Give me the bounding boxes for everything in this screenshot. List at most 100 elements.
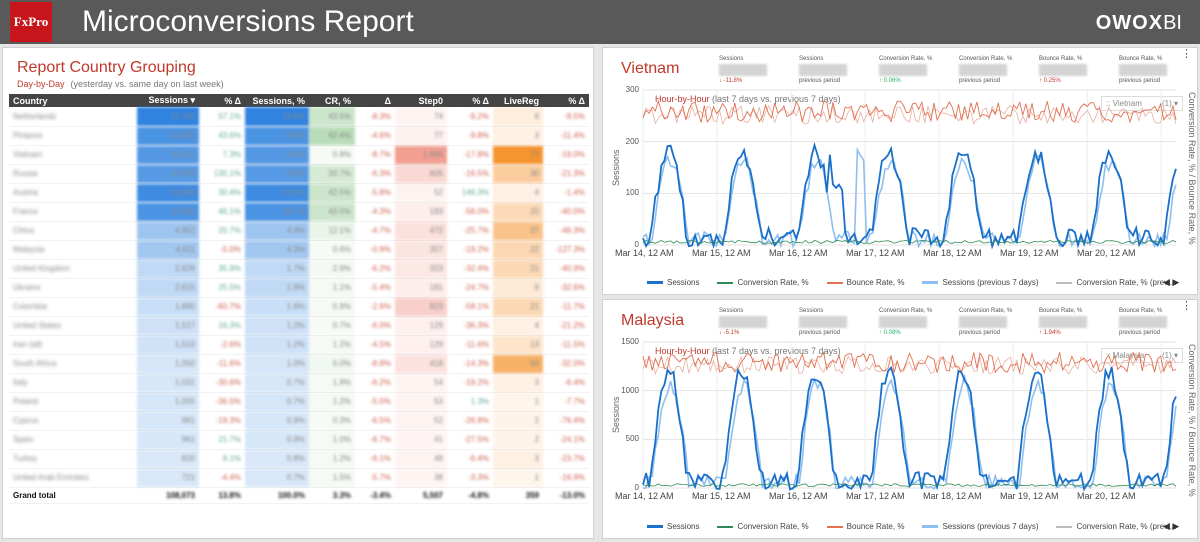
table-row[interactable]: United Kingdom 2,626 35.9% 1.7% 2.9% -6.2% 323… — [9, 259, 589, 279]
more-options-icon[interactable]: ⋮ — [1181, 48, 1192, 60]
table-cell: -76.4% — [543, 411, 589, 431]
hour-by-hour-label: Hour-by-Hour — [655, 94, 710, 104]
x-tick-label: Mar 14, 12 AM — [615, 248, 674, 258]
column-header[interactable]: CR, % — [309, 94, 355, 107]
x-tick-label: Mar 17, 12 AM — [846, 248, 905, 258]
legend-item[interactable]: Sessions (previous 7 days) — [922, 278, 1038, 287]
table-cell: 823 — [395, 297, 447, 317]
table-row[interactable]: United States 1,517 16.3% 1.2% 0.7% -6.0% 129-… — [9, 316, 589, 336]
legend-item[interactable]: Sessions — [647, 522, 699, 531]
country-filter-dropdown[interactable]: :: Malaysia (1) ▾ — [1101, 348, 1183, 363]
y-tick-label: 1500 — [621, 337, 639, 346]
bounce-rate-prev-line — [642, 355, 1177, 376]
scorecard: Conversion Rate, % 0.11% ↑ 0.06% — [879, 56, 959, 84]
table-cell: Austria — [9, 183, 137, 203]
table-cell: Poland — [9, 392, 137, 412]
scorecard-value: 0.09% — [879, 316, 927, 328]
scorecard: Bounce Rate, % 71.4% ↑ 1.94% — [1039, 308, 1119, 336]
y-tick-label: 1000 — [621, 385, 639, 395]
table-row[interactable]: Spain 961 21.7% 0.9% 1.0% -6.7% 41 -27.5% 2 -24.1… — [9, 430, 589, 450]
table-cell: 16.3% — [199, 316, 245, 336]
table-cell: 1.0% — [309, 430, 355, 450]
table-cell: -6.0% — [355, 316, 395, 336]
column-header[interactable]: Step0 — [395, 94, 447, 107]
table-cell: 33.7% — [309, 164, 355, 184]
legend-pager[interactable]: ◀ ▶ — [1163, 521, 1180, 531]
table-cell: 4 — [493, 316, 543, 336]
table-cell: -23.7% — [543, 449, 589, 469]
table-cell: 13 — [493, 335, 543, 355]
column-header[interactable]: % Δ — [199, 94, 245, 107]
column-header[interactable]: Δ — [355, 94, 395, 107]
table-cell: 10,028 — [137, 164, 199, 184]
table-row[interactable]: Malaysia 4,611 -5.0% 4.3% 0.6% -0.9% 357 -19.2%… — [9, 240, 589, 260]
table-cell: 472 — [395, 221, 447, 241]
x-tick-label: Mar 19, 12 AM — [1000, 248, 1059, 258]
table-cell: -6.2% — [355, 373, 395, 393]
table-cell: 146.3% — [447, 183, 493, 203]
table-row[interactable]: Turkey 820 8.1% 0.8% 1.2% -6.1% 48 -6.4% 3 -23.7% — [9, 449, 589, 469]
table-cell: -19.2% — [447, 240, 493, 260]
legend-item[interactable]: Conversion Rate, % — [717, 278, 809, 287]
table-cell: Cyprus — [9, 411, 137, 431]
table-row[interactable]: Russia 10,028 130.1% 9.2% 33.7% -6.3% 605 -16.5… — [9, 164, 589, 184]
legend-swatch — [647, 525, 663, 528]
legend-item[interactable]: Bounce Rate, % — [826, 278, 904, 287]
table-cell: 2,626 — [137, 259, 199, 279]
table-cell: -21.3% — [543, 164, 589, 184]
table-row[interactable]: Cyprus 961 -19.3% 0.9% 0.3% -6.5% 52 -26.8% 2 -76… — [9, 411, 589, 431]
table-row[interactable]: Poland 1,055 -36.5% 0.7% 1.2% -5.0% 53 1.3% 1 -7.… — [9, 392, 589, 412]
table-row[interactable]: Pinipore 10,830 43.6% 9.8% 62.4% -4.6% 77 -9.8%… — [9, 126, 589, 146]
table-cell: 130.1% — [199, 164, 245, 184]
table-row[interactable]: Vietnam 10,215 7.3% 9.4% 0.8% -8.7% 1,846 -17.8… — [9, 145, 589, 165]
legend-item[interactable]: Sessions (previous 7 days) — [922, 522, 1038, 531]
legend-item[interactable]: Conversion Rate, % (previ... — [1056, 522, 1177, 531]
table-cell: 43.6% — [199, 126, 245, 146]
table-row[interactable]: United Arab Emirates 721 -4.4% 0.7% 1.5% -5.7… — [9, 468, 589, 488]
scorecard-delta: ↑ 0.06% — [879, 78, 901, 84]
table-row[interactable]: Ukraine 2,615 25.5% 1.9% 1.1% -5.4% 181 -24.7% 9… — [9, 278, 589, 298]
table-cell: -2.6% — [355, 297, 395, 317]
y-tick-label: 100 — [625, 188, 639, 198]
legend-item[interactable]: Conversion Rate, % — [717, 522, 809, 531]
scorecard: Sessions 1,245 ↓ -11.8% — [719, 56, 799, 84]
x-tick-label: Mar 18, 12 AM — [923, 491, 982, 501]
sessions-sort-header[interactable]: Sessions ▾ — [137, 94, 199, 107]
table-cell: 1 — [493, 468, 543, 488]
table-cell: 4,952 — [137, 221, 199, 241]
table-cell: 0.7% — [245, 373, 309, 393]
sessions-line — [642, 365, 1177, 492]
table-cell: Russia — [9, 164, 137, 184]
table-cell: -16.9% — [543, 468, 589, 488]
scorecard-delta: ↑ 0.08% — [879, 330, 901, 336]
table-row[interactable]: China 4,952 20.7% 4.4% 12.1% -4.7% 472 -25.7% 37… — [9, 221, 589, 241]
column-header[interactable]: Country — [9, 94, 137, 107]
legend-pager[interactable]: ◀ ▶ — [1163, 277, 1180, 287]
table-row[interactable]: Iran (all) 1,510 -2.6% 1.2% 1.2% -4.5% 129 -11.… — [9, 335, 589, 355]
scorecard-delta: previous period — [1119, 330, 1161, 336]
table-cell: 1.2% — [245, 335, 309, 355]
table-row[interactable]: Netherlands 12,741 57.1% 10.6% 43.5% -8.3% 74-… — [9, 107, 589, 127]
legend-label: Sessions (previous 7 days) — [942, 522, 1039, 531]
column-header[interactable]: LiveReg — [493, 94, 543, 107]
table-cell: -0.9% — [355, 240, 395, 260]
table-row[interactable]: Colombia 1,880 -60.7% 1.6% 0.9% -2.6% 823 -58.1… — [9, 297, 589, 317]
legend-item[interactable]: Conversion Rate, % (previ... — [1056, 278, 1177, 287]
legend-item[interactable]: Sessions — [647, 278, 699, 287]
scorecard-value: 532 — [719, 316, 767, 328]
table-cell: 0.6% — [309, 240, 355, 260]
scorecard-label: Conversion Rate, % — [879, 56, 933, 62]
table-cell: -6.1% — [355, 449, 395, 469]
table-cell: 1.2% — [245, 316, 309, 336]
column-header[interactable]: % Δ — [543, 94, 589, 107]
legend-item[interactable]: Bounce Rate, % — [826, 522, 904, 531]
column-header[interactable]: % Δ — [447, 94, 493, 107]
table-row[interactable]: Austria 11,863 30.4% 10.1% 42.5% -5.8% 52 146.3… — [9, 183, 589, 203]
column-header[interactable]: Sessions, % — [245, 94, 309, 107]
table-row[interactable]: South Africa 1,050 -11.6% 1.0% 6.0% -8.8% 418-… — [9, 354, 589, 374]
scorecards: Sessions 1,245 ↓ -11.8% Sessions 1,412 previo… — [719, 56, 1199, 84]
table-row[interactable]: Italy 1,031 -30.6% 0.7% 1.8% -6.2% 54 -19.2% 3 -6… — [9, 373, 589, 393]
table-cell: 43.5% — [309, 107, 355, 127]
table-row[interactable]: France 10,894 46.1% 26.7% 43.5% -4.3% 183 -56.0… — [9, 202, 589, 222]
more-options-icon[interactable]: ⋮ — [1181, 300, 1192, 312]
